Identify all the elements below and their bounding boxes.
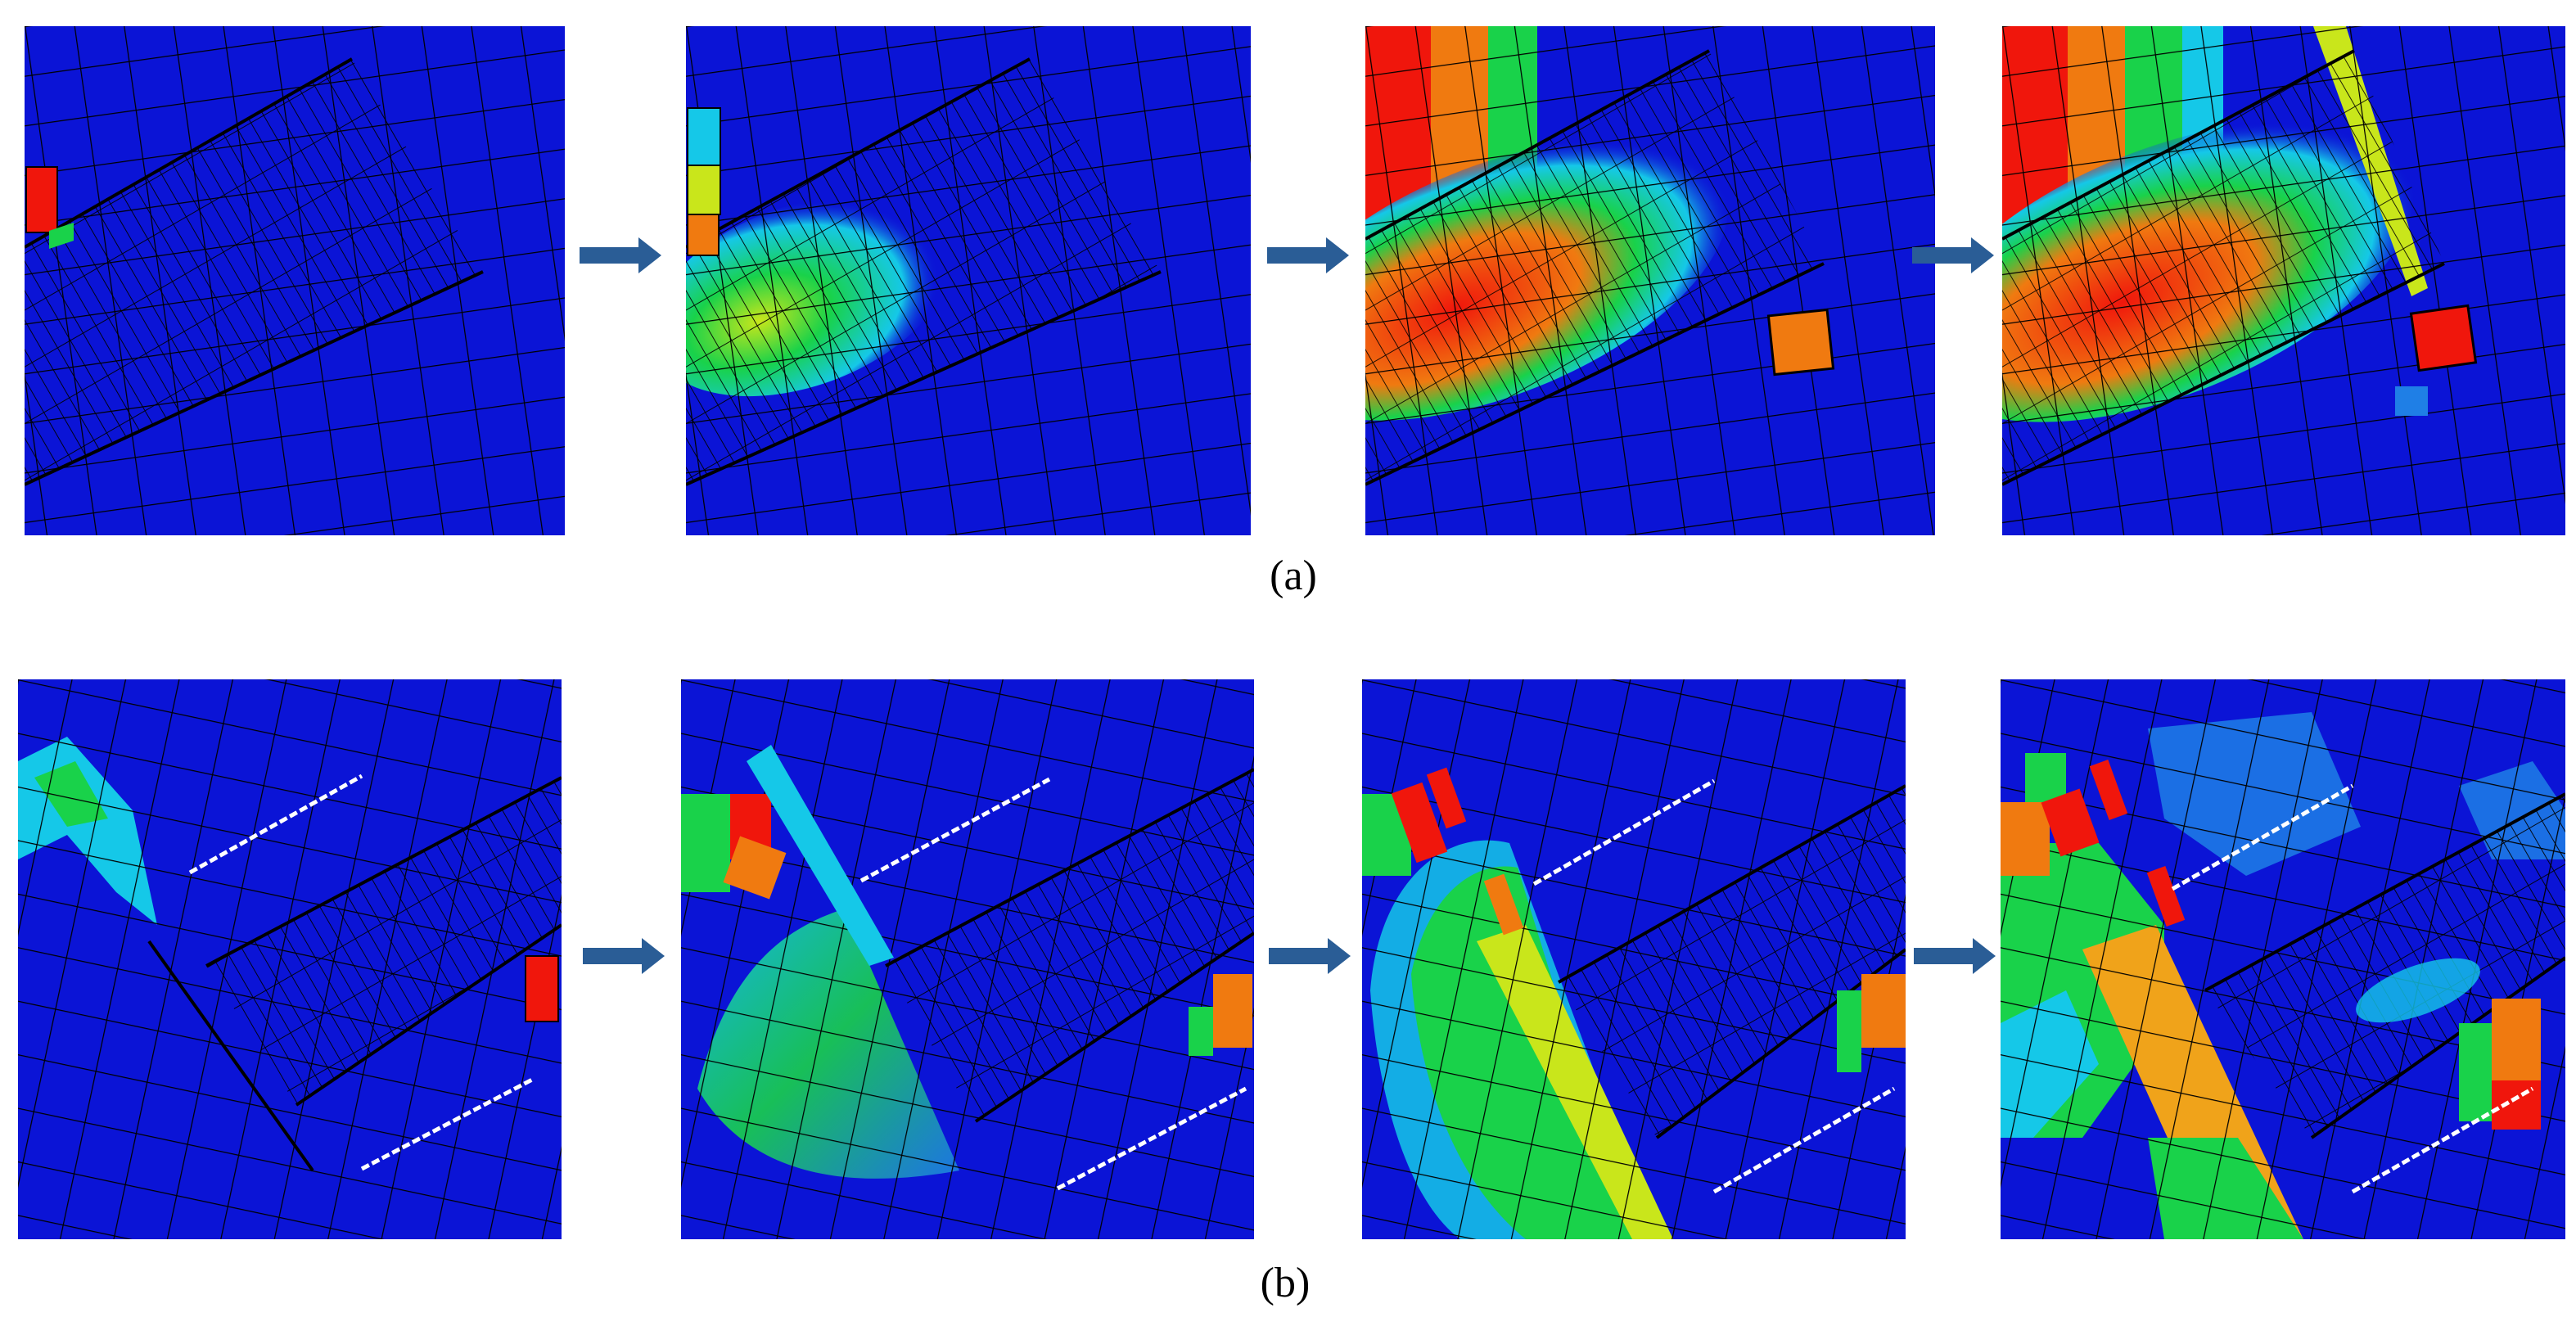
frame-a1 [25, 26, 565, 535]
fem-mesh-a1 [25, 26, 565, 535]
caption-a: (a) [1270, 552, 1317, 599]
right-arrow-icon [1912, 237, 1994, 273]
right-arrow-icon [1914, 938, 1996, 974]
frame-b3 [1362, 679, 1906, 1239]
fem-mesh-b2 [681, 679, 1254, 1239]
fem-mesh-b1 [18, 679, 562, 1239]
right-arrow-icon [580, 237, 661, 273]
right-arrow-icon [583, 938, 665, 974]
frame-a4 [2002, 26, 2565, 535]
right-arrow-icon [1267, 237, 1349, 273]
frame-b4 [2001, 679, 2565, 1239]
fem-mesh-b4 [2001, 679, 2565, 1239]
frame-a2 [686, 26, 1251, 535]
frame-b2 [681, 679, 1254, 1239]
caption-b: (b) [1260, 1260, 1311, 1306]
fem-mesh-a3 [1365, 26, 1935, 535]
right-arrow-icon [1269, 938, 1351, 974]
fem-mesh-a4 [2002, 26, 2565, 535]
fem-mesh-b3 [1362, 679, 1906, 1239]
frame-b1 [18, 679, 562, 1239]
fem-mesh-a2 [686, 26, 1251, 535]
frame-a3 [1365, 26, 1935, 535]
